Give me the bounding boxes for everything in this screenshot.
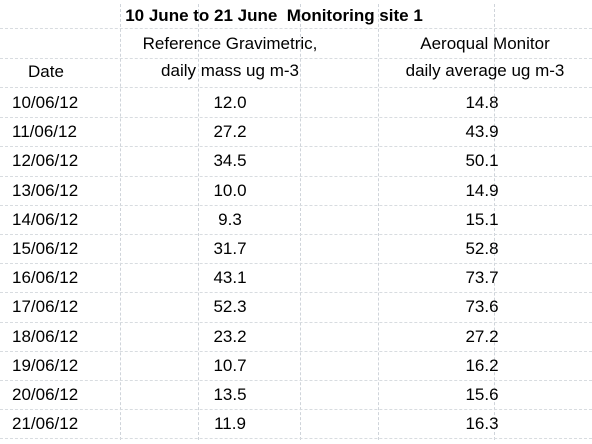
reference-value-cell: 11.9: [214, 414, 246, 433]
aeroqual-value-cell: 52.8: [465, 239, 499, 258]
grid-line: [0, 438, 592, 439]
aeroqual-value-cell: 43.9: [465, 122, 499, 141]
grid-line: [0, 146, 592, 147]
grid-line: [494, 4, 495, 440]
grid-line: [0, 87, 592, 88]
grid-line: [300, 4, 301, 440]
aeroqual-value-cell: 14.9: [465, 181, 499, 200]
grid-line: [0, 322, 592, 323]
reference-value-cell: 31.7: [213, 239, 247, 258]
aeroqual-value-cell: 50.1: [465, 151, 499, 170]
date-cell: 12/06/12: [12, 151, 79, 170]
header-line: daily average ug m-3: [405, 61, 565, 80]
table-title: 10 June to 21 June Monitoring site 1: [125, 6, 423, 25]
aeroqual-value-cell: 15.1: [465, 210, 499, 229]
header-line: Reference Gravimetric,: [142, 34, 318, 53]
grid-line: [120, 4, 121, 440]
date-cell: 15/06/12: [12, 239, 79, 258]
reference-value-cell: 9.3: [218, 210, 242, 229]
date-cell: 18/06/12: [12, 327, 79, 346]
aeroqual-value-cell: 73.7: [465, 268, 499, 287]
grid-line: [198, 4, 199, 440]
grid-line: [0, 263, 592, 264]
reference-value-cell: 10.7: [213, 356, 247, 375]
grid-line: [0, 292, 592, 293]
date-cell: 20/06/12: [12, 385, 79, 404]
date-cell: 19/06/12: [12, 356, 79, 375]
aeroqual-value-cell: 16.3: [465, 414, 499, 433]
header-line: daily mass ug m-3: [161, 61, 299, 80]
reference-value-cell: 43.1: [213, 268, 247, 287]
grid-line: [0, 380, 592, 381]
reference-value-cell: 34.5: [213, 151, 247, 170]
grid-line: [0, 205, 592, 206]
aeroqual-value-cell: 27.2: [465, 327, 499, 346]
aeroqual-value-cell: 14.8: [465, 93, 499, 112]
reference-value-cell: 12.0: [213, 93, 247, 112]
grid-line: [0, 28, 592, 29]
date-cell: 16/06/12: [12, 268, 79, 287]
column-header-reference: Reference Gravimetric, daily mass ug m-3: [120, 30, 340, 84]
grid-line: [0, 176, 592, 177]
aeroqual-value-cell: 16.2: [465, 356, 499, 375]
reference-value-cell: 52.3: [213, 297, 247, 316]
header-line: Aeroqual Monitor: [420, 34, 550, 53]
grid-line: [378, 4, 379, 440]
column-header-aeroqual: Aeroqual Monitor daily average ug m-3: [378, 30, 592, 84]
date-cell: 21/06/12: [12, 414, 79, 433]
reference-value-cell: 10.0: [213, 181, 247, 200]
grid-line: [0, 58, 592, 59]
reference-value-cell: 13.5: [213, 385, 247, 404]
date-cell: 11/06/12: [12, 122, 77, 141]
grid-line: [0, 234, 592, 235]
aeroqual-value-cell: 15.6: [465, 385, 499, 404]
reference-value-cell: 23.2: [213, 327, 247, 346]
aeroqual-value-cell: 73.6: [465, 297, 499, 316]
date-cell: 10/06/12: [12, 93, 79, 112]
date-cell: 13/06/12: [12, 181, 79, 200]
grid-line: [0, 117, 592, 118]
grid-line: [0, 409, 592, 410]
reference-value-cell: 27.2: [213, 122, 247, 141]
date-cell: 14/06/12: [12, 210, 79, 229]
grid-line: [0, 351, 592, 352]
date-cell: 17/06/12: [12, 297, 79, 316]
column-header-date: Date: [0, 58, 92, 85]
header-line: Date: [28, 62, 64, 81]
